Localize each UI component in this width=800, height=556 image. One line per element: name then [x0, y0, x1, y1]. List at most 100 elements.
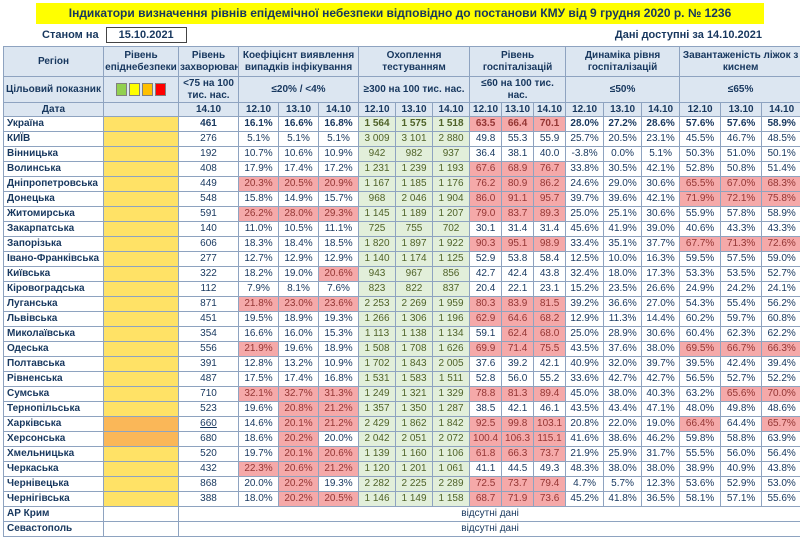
value-cell: 51.0%: [721, 147, 762, 162]
value-cell: 36.6%: [604, 297, 642, 312]
value-cell: 29.0%: [604, 177, 642, 192]
col-group-hospitalization: Рівень госпіталізацій: [470, 47, 566, 77]
value-cell: 19.0%: [642, 417, 680, 432]
region-name: Хмельницька: [4, 447, 104, 462]
value-cell: 755: [396, 222, 433, 237]
epidemic-level-indicator: [104, 492, 179, 507]
value-cell: 70.0%: [762, 387, 800, 402]
header-group-row: Регіон Рівень епіднебезпеки Рівень захво…: [4, 47, 800, 77]
region-name: Донецька: [4, 192, 104, 207]
epidemic-level-indicator: [104, 192, 179, 207]
value-cell: 871: [179, 297, 239, 312]
value-cell: 31.4: [534, 222, 566, 237]
value-cell: 1 959: [433, 297, 470, 312]
value-cell: 49.3: [534, 462, 566, 477]
value-cell: 55.9%: [680, 207, 721, 222]
value-cell: 14.4%: [642, 312, 680, 327]
value-cell: 80.3: [470, 297, 502, 312]
value-cell: 1 113: [359, 327, 396, 342]
date-col-header: 12.10: [566, 103, 604, 117]
value-cell: 95.1: [502, 237, 534, 252]
value-cell: 1 239: [396, 162, 433, 177]
epidemic-level-indicator: [104, 477, 179, 492]
value-cell: 22.1: [502, 282, 534, 297]
value-cell: 55.2: [534, 372, 566, 387]
value-cell: 43.4%: [604, 402, 642, 417]
value-cell: 1 139: [359, 447, 396, 462]
value-cell: 39.7%: [642, 357, 680, 372]
epidemic-level-indicator: [104, 387, 179, 402]
value-cell: 42.1: [534, 357, 566, 372]
as-of-date-field[interactable]: 15.10.2021: [106, 27, 187, 43]
value-cell: 52.9%: [721, 477, 762, 492]
value-cell: 90.3: [470, 237, 502, 252]
value-cell: 89.4: [534, 387, 566, 402]
value-cell: 70.1: [534, 117, 566, 132]
epidemic-level-indicator: [104, 327, 179, 342]
value-cell: 59.0%: [762, 252, 800, 267]
region-name: Черкаська: [4, 462, 104, 477]
epidemic-level-indicator: [104, 462, 179, 477]
value-cell: 65.7%: [762, 417, 800, 432]
value-cell: 25.9%: [604, 447, 642, 462]
region-name: КИЇВ: [4, 132, 104, 147]
region-name: Севастополь: [4, 522, 104, 537]
legend-swatch: [155, 83, 166, 96]
value-cell: 62.2%: [762, 327, 800, 342]
value-cell: 30.6%: [642, 177, 680, 192]
date-col-header: 12.10: [470, 103, 502, 117]
value-cell: 26.2%: [239, 207, 279, 222]
epidemic-level-indicator: [104, 177, 179, 192]
value-cell: 1 185: [396, 177, 433, 192]
value-cell: 39.2%: [566, 297, 604, 312]
value-cell: 20.5%: [319, 492, 359, 507]
value-cell: 17.4%: [279, 372, 319, 387]
value-cell: 32.7%: [279, 387, 319, 402]
value-cell: 391: [179, 357, 239, 372]
date-col-header: 14.10: [534, 103, 566, 117]
value-cell: 67.6: [470, 162, 502, 177]
value-cell: 1 138: [396, 327, 433, 342]
value-cell: 1 158: [433, 492, 470, 507]
date-col-header: 13.10: [721, 103, 762, 117]
value-cell: 1 843: [396, 357, 433, 372]
value-cell: 3 009: [359, 132, 396, 147]
epidemic-level-indicator: [104, 357, 179, 372]
value-cell: 76.2: [470, 177, 502, 192]
value-cell: 81.3: [502, 387, 534, 402]
epidemic-level-indicator: [104, 447, 179, 462]
value-cell: 64.6: [502, 312, 534, 327]
date-col-header: 14.10: [433, 103, 470, 117]
epidemic-level-indicator: [104, 507, 179, 522]
value-cell: 60.4%: [680, 327, 721, 342]
value-cell: 12.7%: [239, 252, 279, 267]
value-cell: 823: [359, 282, 396, 297]
value-cell: 62.4: [502, 327, 534, 342]
value-cell: 18.0%: [239, 492, 279, 507]
value-cell: 41.8%: [604, 492, 642, 507]
value-cell: 72.5: [470, 477, 502, 492]
value-cell: 16.0%: [279, 327, 319, 342]
value-cell: 56.5%: [680, 372, 721, 387]
value-cell: 822: [396, 282, 433, 297]
value-cell: 52.8%: [680, 162, 721, 177]
epidemic-level-indicator: [104, 117, 179, 132]
value-cell: 1 207: [433, 207, 470, 222]
value-cell: 24.1%: [762, 282, 800, 297]
col-header-epidemic-level: Рівень епіднебезпеки: [104, 47, 179, 77]
value-cell: 66.3: [502, 447, 534, 462]
value-cell: 1 842: [433, 417, 470, 432]
value-cell: 103.1: [534, 417, 566, 432]
value-cell[interactable]: 660: [179, 417, 239, 432]
value-cell: 31.7%: [642, 447, 680, 462]
value-cell: 57.8%: [721, 207, 762, 222]
value-cell: 32.1%: [239, 387, 279, 402]
value-cell: 16.6%: [279, 117, 319, 132]
value-cell: 55.3: [502, 132, 534, 147]
value-cell: 67.0%: [721, 177, 762, 192]
